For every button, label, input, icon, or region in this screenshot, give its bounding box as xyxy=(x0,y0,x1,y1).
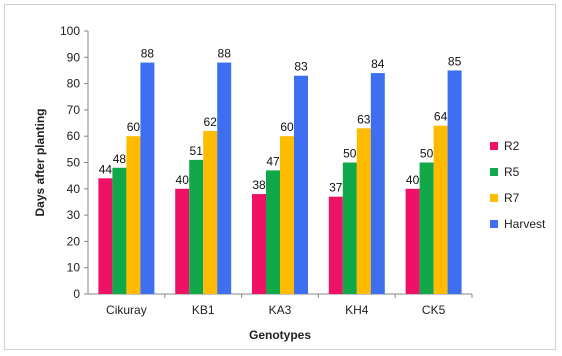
legend-swatch-r5 xyxy=(490,168,498,176)
y-tick-label: 100 xyxy=(60,24,80,38)
legend-swatch-harvest xyxy=(490,220,498,228)
legend-label-r5: R5 xyxy=(504,165,520,179)
data-label: 40 xyxy=(176,173,190,187)
x-tick-label: KA3 xyxy=(269,303,292,317)
x-tick-label: Cikuray xyxy=(106,303,147,317)
data-label: 60 xyxy=(280,120,294,134)
legend-label-r2: R2 xyxy=(504,139,520,153)
data-label: 50 xyxy=(343,147,357,161)
bar-r2 xyxy=(98,178,113,294)
bar-r5 xyxy=(266,170,280,294)
y-tick-label: 80 xyxy=(67,77,81,91)
bar-r7 xyxy=(356,128,371,294)
bar-r5 xyxy=(112,167,127,294)
bar-r2 xyxy=(175,188,190,294)
bar-harvest xyxy=(370,73,385,294)
bar-harvest xyxy=(447,70,462,294)
bar-r7 xyxy=(126,136,141,294)
data-label: 84 xyxy=(371,57,385,71)
bar-r2 xyxy=(328,196,343,294)
bar-harvest xyxy=(217,62,232,295)
data-label: 63 xyxy=(357,112,371,126)
data-label: 83 xyxy=(294,60,308,74)
data-label: 88 xyxy=(218,47,232,61)
data-label: 47 xyxy=(266,154,280,168)
data-label: 44 xyxy=(99,162,113,176)
bar-r2 xyxy=(252,194,266,294)
bar-r7 xyxy=(433,125,448,295)
legend-swatch-r7 xyxy=(490,194,498,202)
bar-r2 xyxy=(405,188,420,294)
data-label: 85 xyxy=(448,54,462,68)
bar-harvest xyxy=(140,62,155,295)
x-tick-label: KH4 xyxy=(345,303,369,317)
y-axis-title: Days after planting xyxy=(33,108,47,216)
y-tick-label: 0 xyxy=(73,287,80,301)
x-tick-label: KB1 xyxy=(192,303,215,317)
bar-r7 xyxy=(203,130,218,294)
y-tick-label: 30 xyxy=(67,208,81,222)
bar-r5 xyxy=(419,162,434,294)
legend-label-r7: R7 xyxy=(504,191,520,205)
legend-label-harvest: Harvest xyxy=(504,217,546,231)
bar-r5 xyxy=(342,162,357,294)
data-label: 50 xyxy=(420,147,434,161)
data-label: 48 xyxy=(113,152,127,166)
bar-r7 xyxy=(280,136,294,294)
x-axis-title: Genotypes xyxy=(249,328,311,342)
y-tick-label: 20 xyxy=(67,234,81,248)
data-label: 40 xyxy=(406,173,420,187)
bar-harvest xyxy=(294,75,308,295)
legend-swatch-r2 xyxy=(490,142,498,150)
y-tick-label: 10 xyxy=(67,261,81,275)
x-tick-label: CK5 xyxy=(422,303,446,317)
y-tick-label: 70 xyxy=(67,103,81,117)
data-label: 64 xyxy=(434,110,448,124)
data-label: 62 xyxy=(204,115,218,129)
y-tick-label: 90 xyxy=(67,50,81,64)
data-label: 38 xyxy=(252,178,266,192)
y-tick-label: 40 xyxy=(67,182,81,196)
y-tick-label: 50 xyxy=(67,156,81,170)
bar-r5 xyxy=(189,159,204,294)
data-label: 88 xyxy=(141,47,155,61)
data-label: 60 xyxy=(127,120,141,134)
data-label: 37 xyxy=(329,181,343,195)
y-tick-label: 60 xyxy=(67,129,81,143)
data-label: 51 xyxy=(190,144,204,158)
